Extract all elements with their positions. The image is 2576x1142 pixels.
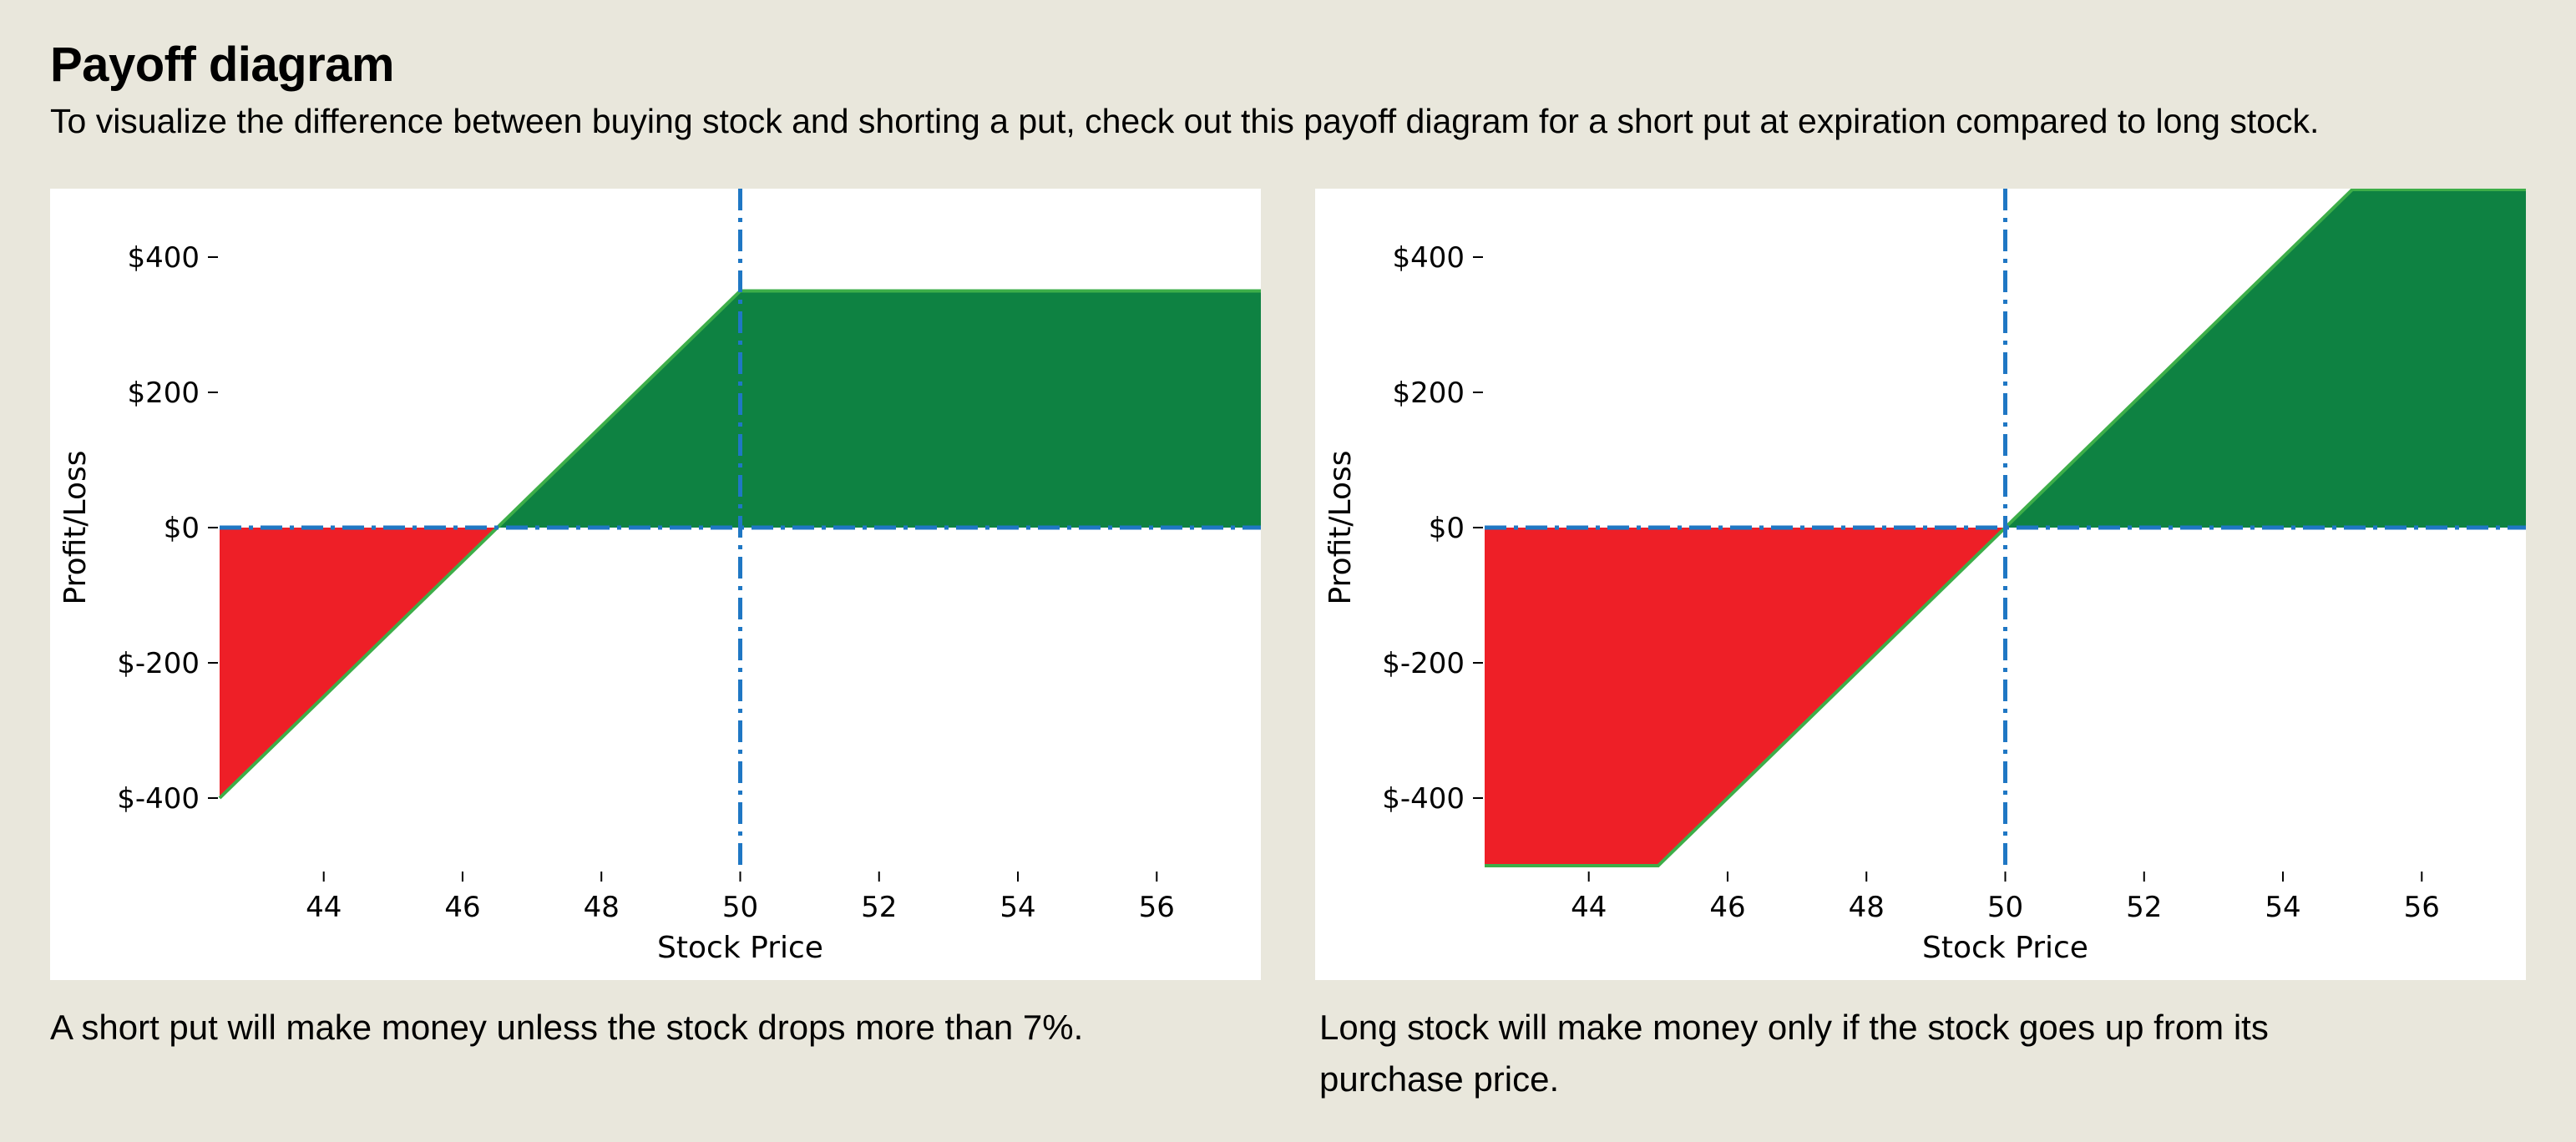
x-axis-label: Stock Price	[657, 931, 823, 965]
y-tick-label: $-200	[1382, 647, 1465, 680]
x-tick-label: 50	[722, 891, 758, 924]
profit-area	[497, 291, 1261, 528]
y-tick-label: $0	[1429, 512, 1465, 545]
y-tick-label: $200	[127, 376, 200, 410]
y-axis-label: Profit/Loss	[58, 451, 93, 605]
x-tick-label: 46	[444, 891, 480, 924]
chart-panel-short-put: $400 $200 $0 $-200 $-400 44 46 48 50 52 54 56 Stock …	[50, 189, 1261, 980]
x-tick-label: 54	[1000, 891, 1035, 924]
y-tick-label: $-400	[1382, 782, 1465, 816]
x-tick-label: 54	[2265, 891, 2300, 924]
x-tick-label: 46	[1709, 891, 1745, 924]
y-tick-label: $400	[1392, 241, 1465, 275]
y-axis-label: Profit/Loss	[1323, 451, 1358, 605]
page-title: Payoff diagram	[50, 38, 395, 92]
chart-panel-long-stock: $400 $200 $0 $-200 $-400 44 46 48 50 52 54 56 Stock …	[1315, 189, 2526, 980]
x-tick-label: 52	[861, 891, 897, 924]
caption-long-stock: Long stock will make money only if the s…	[1319, 1008, 2269, 1099]
x-tick-label: 48	[1849, 891, 1885, 924]
x-tick-label: 52	[2126, 891, 2162, 924]
y-tick-label: $-200	[117, 647, 200, 680]
x-tick-label: 48	[584, 891, 620, 924]
profit-area	[2005, 189, 2526, 528]
x-axis-label: Stock Price	[1922, 931, 2088, 965]
loss-area	[1485, 528, 2006, 866]
long-stock-payoff-chart: $400 $200 $0 $-200 $-400 44 46 48 50 52 54 56 Stock …	[1323, 189, 2526, 965]
y-tick-label: $400	[127, 241, 200, 275]
x-tick-label: 50	[1987, 891, 2023, 924]
caption-short-put: A short put will make money unless the s…	[50, 1008, 1084, 1047]
y-tick-label: $0	[164, 512, 200, 545]
short-put-payoff-chart: $400 $200 $0 $-200 $-400 44 46 48 50 52 54 56 Stock …	[58, 189, 1261, 965]
y-tick-label: $-400	[117, 782, 200, 816]
x-tick-label: 44	[1571, 891, 1607, 924]
x-tick-label: 56	[1139, 891, 1175, 924]
y-tick-label: $200	[1392, 376, 1465, 410]
x-tick-label: 56	[2404, 891, 2440, 924]
payoff-line	[218, 289, 1261, 800]
page-subtitle: To visualize the difference between buyi…	[50, 102, 2320, 140]
x-tick-label: 44	[306, 891, 342, 924]
